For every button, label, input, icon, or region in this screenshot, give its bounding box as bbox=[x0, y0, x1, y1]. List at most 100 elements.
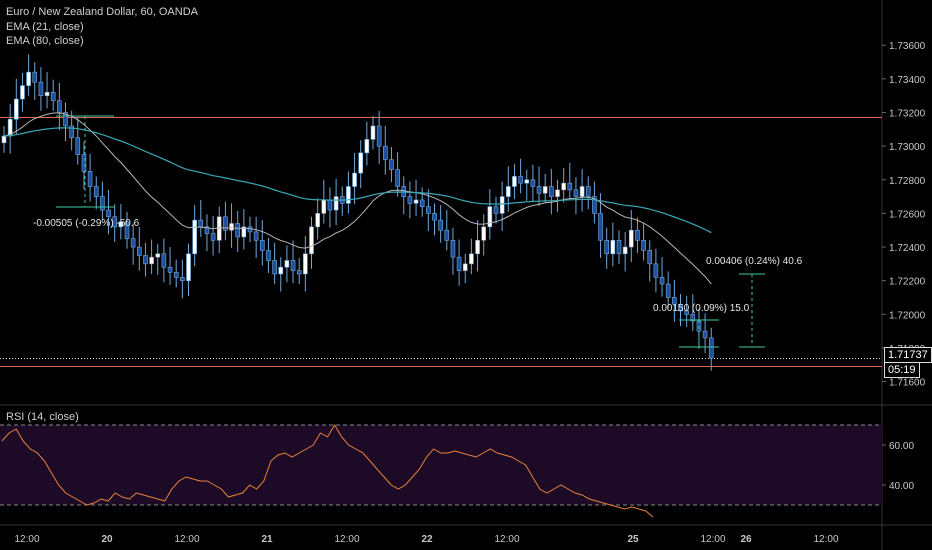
candle-body bbox=[290, 260, 296, 271]
price-tick-label: 1.72400 bbox=[889, 243, 926, 254]
candle-body bbox=[106, 209, 111, 218]
candle-body bbox=[585, 186, 591, 197]
candle-body bbox=[186, 253, 191, 281]
candle-body bbox=[198, 219, 204, 228]
candle-body bbox=[530, 179, 536, 187]
rsi-tick-label: 60.00 bbox=[889, 441, 914, 452]
candle-body bbox=[112, 216, 117, 228]
candle-body bbox=[32, 71, 38, 83]
candle-body bbox=[419, 199, 425, 207]
candle-body bbox=[499, 196, 505, 214]
candle-body bbox=[493, 206, 499, 214]
candle-body bbox=[50, 92, 56, 102]
candle-body bbox=[413, 199, 419, 204]
candle-body bbox=[505, 186, 511, 197]
candle-body bbox=[1, 135, 7, 144]
price-tick-label: 1.72200 bbox=[889, 277, 926, 288]
candle-body bbox=[518, 176, 523, 184]
candle-body bbox=[641, 240, 646, 251]
candle-body bbox=[180, 277, 185, 281]
candle-body bbox=[253, 231, 259, 241]
candle-body bbox=[284, 260, 290, 268]
candle-body bbox=[358, 152, 364, 174]
candle-body bbox=[137, 246, 142, 256]
candle-body bbox=[635, 229, 640, 241]
rsi-legend[interactable]: RSI (14, close) bbox=[6, 411, 79, 423]
price-tick-label: 1.73600 bbox=[889, 41, 926, 52]
current-price-tag: 1.71737 bbox=[884, 347, 932, 363]
candle-body bbox=[63, 112, 68, 127]
rsi-band bbox=[0, 425, 882, 505]
candle-body bbox=[684, 310, 689, 315]
candle-body bbox=[407, 196, 413, 204]
rsi-line bbox=[1, 424, 654, 518]
chart-title: Euro / New Zealand Dollar, 60, OANDA bbox=[6, 6, 198, 18]
candle-body bbox=[604, 240, 610, 255]
ema21-legend[interactable]: EMA (21, close) bbox=[6, 21, 84, 33]
candle-body bbox=[702, 330, 708, 339]
candle-body bbox=[57, 100, 62, 113]
candle-body bbox=[628, 229, 634, 248]
candle-body bbox=[223, 216, 228, 231]
candle-body bbox=[598, 213, 603, 241]
candle-body bbox=[309, 226, 314, 255]
price-tick-label: 1.72800 bbox=[889, 176, 926, 187]
candle-body bbox=[130, 238, 136, 248]
candle-body bbox=[444, 229, 450, 241]
candle-body bbox=[561, 182, 566, 191]
candle-body bbox=[524, 179, 530, 184]
candle-body bbox=[469, 253, 474, 265]
candle-body bbox=[592, 196, 597, 214]
countdown-tag: 05:19 bbox=[884, 362, 920, 378]
candle-body bbox=[653, 263, 659, 278]
candle-body bbox=[229, 223, 234, 231]
measure-down-label: -0.00505 (-0.29%) -50.6 bbox=[33, 218, 140, 229]
ema80-line bbox=[3, 127, 712, 234]
candle-body bbox=[321, 199, 327, 214]
ema80-legend[interactable]: EMA (80, close) bbox=[6, 35, 84, 47]
candle-body bbox=[20, 85, 25, 100]
candle-body bbox=[192, 219, 197, 255]
candle-body bbox=[647, 250, 653, 265]
candle-body bbox=[26, 71, 31, 86]
candle-body bbox=[370, 125, 376, 140]
candle-body bbox=[389, 159, 394, 170]
candle-body bbox=[364, 139, 370, 154]
candle-body bbox=[241, 226, 247, 238]
measure-small-label: 0.00150 (0.09%) 15.0 bbox=[653, 303, 750, 314]
candle-body bbox=[296, 270, 302, 275]
candle-body bbox=[456, 256, 462, 271]
time-tick-label: 12:00 bbox=[14, 534, 39, 545]
candle-body bbox=[690, 314, 696, 322]
time-tick-label: 12:00 bbox=[494, 534, 519, 545]
candle-body bbox=[487, 206, 493, 228]
candle-body bbox=[622, 246, 628, 255]
candle-body bbox=[38, 81, 44, 96]
candle-body bbox=[14, 98, 19, 120]
time-tick-label: 22 bbox=[421, 534, 433, 545]
candle-body bbox=[426, 206, 431, 214]
price-tick-label: 1.73000 bbox=[889, 142, 926, 153]
candle-body bbox=[93, 186, 99, 197]
candle-body bbox=[678, 303, 683, 312]
candle-body bbox=[573, 189, 579, 197]
candle-body bbox=[659, 277, 665, 285]
price-tick-label: 1.71600 bbox=[889, 378, 926, 389]
time-tick-label: 25 bbox=[627, 534, 639, 545]
time-tick-label: 12:00 bbox=[334, 534, 359, 545]
candle-body bbox=[395, 169, 400, 187]
candle-body bbox=[512, 176, 517, 187]
candle-body bbox=[616, 240, 622, 255]
candle-body bbox=[438, 219, 443, 231]
candle-body bbox=[167, 266, 173, 273]
candle-body bbox=[450, 240, 456, 258]
candle-body bbox=[333, 196, 339, 211]
candle-body bbox=[216, 216, 222, 241]
candle-body bbox=[100, 196, 105, 211]
rsi-tick-label: 40.00 bbox=[889, 481, 914, 492]
candle-body bbox=[542, 186, 548, 194]
time-tick-label: 12:00 bbox=[174, 534, 199, 545]
candle-body bbox=[376, 125, 382, 147]
candle-body bbox=[155, 253, 161, 258]
